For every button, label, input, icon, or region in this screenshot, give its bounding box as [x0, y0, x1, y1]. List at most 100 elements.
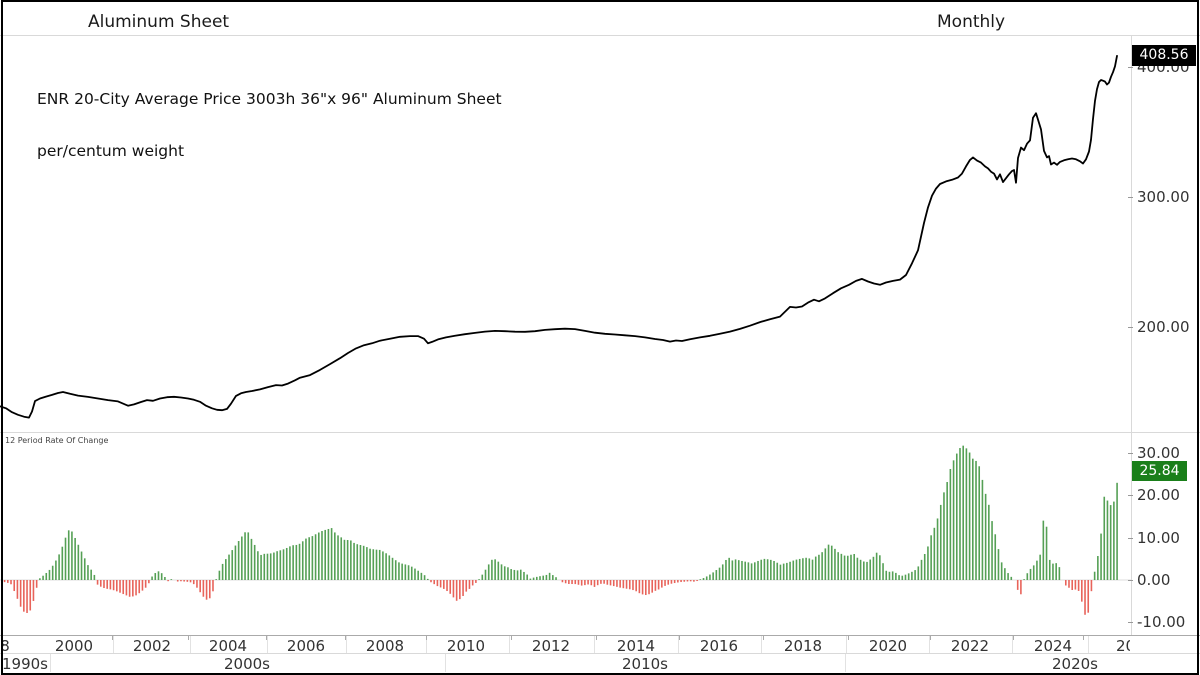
roc-bar-up — [808, 558, 811, 580]
roc-bar-down — [603, 580, 605, 584]
roc-bar-up — [295, 544, 298, 580]
roc-bar-up — [484, 569, 487, 580]
roc-bar-up — [747, 562, 750, 580]
roc-bar-down — [138, 580, 141, 594]
roc-bar-up — [507, 567, 509, 580]
roc-bar-up — [285, 547, 288, 580]
roc-bar-up — [712, 572, 714, 580]
roc-bar-up — [491, 559, 493, 580]
roc-bar-down — [7, 580, 9, 583]
roc-bar-up — [519, 569, 522, 580]
roc-bar-down — [689, 580, 692, 582]
roc-bar-down — [3, 580, 6, 583]
year-tick — [1013, 636, 1014, 640]
roc-bar-down — [125, 580, 128, 596]
roc-bar-up — [164, 577, 166, 580]
roc-axis-tick-label: 30.00 — [1137, 444, 1180, 463]
roc-bar-up — [157, 571, 160, 580]
roc-bar-up — [952, 460, 955, 580]
roc-bar-down — [574, 580, 577, 585]
roc-bar-up — [1093, 571, 1096, 580]
roc-bar-up — [532, 577, 535, 580]
roc-bar-up — [709, 574, 711, 580]
roc-bar-down — [667, 580, 670, 585]
roc-bar-up — [487, 564, 490, 580]
roc-bar-down — [119, 580, 121, 593]
roc-bar-down — [462, 580, 464, 596]
roc-bar-up — [545, 574, 548, 580]
roc-bar-down — [26, 580, 28, 613]
roc-bar-up — [699, 579, 702, 580]
roc-bar-up — [766, 559, 769, 580]
roc-bar-up — [901, 575, 904, 580]
year-tick — [188, 636, 189, 640]
roc-bar-up — [750, 563, 753, 580]
axis-tick — [1128, 453, 1133, 455]
roc-bar-up — [1023, 579, 1025, 580]
roc-bar-up — [814, 556, 817, 580]
roc-bar-up — [250, 538, 253, 580]
roc-bar-up — [414, 568, 416, 580]
decade-label: 2020s — [1052, 655, 1098, 673]
price-line[interactable] — [0, 55, 1118, 419]
roc-bar-up — [725, 559, 727, 580]
roc-bar-up — [821, 552, 823, 580]
roc-bar-up — [856, 557, 859, 580]
year-label: 8 — [0, 637, 10, 655]
roc-bar-down — [189, 580, 192, 583]
roc-bar-up — [55, 560, 57, 580]
roc-bar-down — [696, 580, 698, 582]
roc-bar-up — [760, 559, 763, 580]
decade-label: 1990s — [2, 655, 48, 673]
roc-bar-down — [664, 580, 666, 586]
roc-bar-up — [1036, 560, 1038, 580]
year-tick — [345, 636, 346, 640]
roc-bar-up — [500, 564, 503, 580]
roc-bar-up — [1055, 563, 1057, 580]
pane-separator[interactable] — [0, 432, 1200, 433]
roc-bar-down — [561, 580, 564, 583]
decade-cell-border — [445, 654, 446, 672]
timeframe-label[interactable]: Monthly — [937, 12, 1006, 32]
roc-bar-up — [298, 543, 301, 580]
roc-bar-up — [1007, 573, 1009, 580]
roc-bar-up — [1048, 559, 1051, 580]
roc-bar-up — [888, 571, 891, 580]
roc-bar-up — [968, 452, 971, 580]
roc-bar-up — [802, 558, 804, 580]
roc-bar-down — [199, 580, 201, 593]
year-label: 2004 — [208, 637, 248, 655]
roc-bar-up — [869, 559, 872, 580]
roc-bar-up — [494, 559, 496, 580]
roc-bar-up — [754, 562, 756, 580]
roc-bar-up — [67, 530, 70, 580]
roc-bar-up — [80, 551, 83, 580]
roc-bar-up — [353, 542, 355, 580]
year-cell-border — [929, 636, 930, 653]
roc-bar-up — [930, 535, 932, 580]
roc-bar-down — [443, 580, 445, 589]
price-axis-tick-label: 300.00 — [1137, 188, 1190, 206]
roc-bar-up — [51, 565, 54, 580]
roc-bar-up — [513, 569, 516, 580]
roc-bar-down — [452, 580, 455, 598]
roc-bar-up — [927, 546, 929, 580]
year-tick — [426, 636, 427, 640]
roc-bar-up — [834, 548, 836, 580]
roc-bar-down — [1090, 580, 1093, 592]
roc-bar-up — [1097, 556, 1099, 580]
roc-bar-up — [385, 553, 387, 580]
year-cell-border — [761, 636, 762, 653]
roc-bar-down — [35, 580, 38, 588]
roc-bar-up — [356, 544, 359, 580]
decade-cell-border — [845, 654, 846, 672]
roc-bar-down — [568, 580, 570, 584]
roc-bar-down — [571, 580, 573, 585]
roc-bar-down — [449, 580, 452, 594]
roc-bar-up — [276, 551, 278, 580]
roc-bar-up — [321, 531, 323, 580]
roc-bar-up — [866, 561, 868, 580]
roc-bar-up — [770, 559, 772, 580]
roc-bar-down — [1071, 580, 1073, 591]
